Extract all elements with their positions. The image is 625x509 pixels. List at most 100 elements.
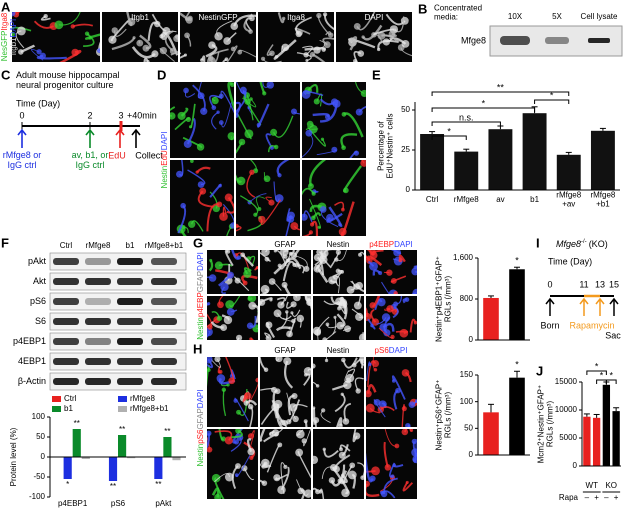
significance-bracket <box>431 107 536 112</box>
cell-body <box>330 463 338 472</box>
cell-body <box>236 112 239 118</box>
cell-body <box>142 44 150 52</box>
cell-body <box>313 98 320 105</box>
cell-body <box>218 369 223 374</box>
cell-body <box>207 324 213 330</box>
blot-row-label: S6 <box>35 316 46 326</box>
micrograph <box>236 82 300 158</box>
cell-body <box>333 275 338 280</box>
cell-body <box>236 223 239 229</box>
cell-body <box>304 489 311 498</box>
cell-body <box>323 41 331 49</box>
cell-body <box>249 455 254 460</box>
cell-body <box>195 170 199 174</box>
cell-body <box>214 261 223 270</box>
cell-body <box>306 298 311 307</box>
cell-body <box>321 408 326 413</box>
cell-body <box>285 310 289 314</box>
blot-row-label: pS6 <box>30 296 46 306</box>
stain: Nestin <box>196 317 205 340</box>
timeline-tick: 3 <box>118 110 123 120</box>
bar <box>522 113 547 190</box>
cell-body <box>247 448 255 456</box>
stain: Itga8 <box>0 12 9 30</box>
cell-body <box>111 27 118 34</box>
cell-body <box>256 122 261 127</box>
micrograph <box>207 429 258 499</box>
cell-body <box>260 56 266 61</box>
timeline-tick: +40min <box>127 110 157 120</box>
significance-bracket <box>605 379 617 384</box>
micrograph <box>12 12 100 62</box>
x-tick-label: pAkt <box>155 499 172 508</box>
bar <box>163 437 172 457</box>
stain: pS6 <box>375 346 390 355</box>
cell-body <box>18 49 24 55</box>
cell-body <box>290 252 298 259</box>
cell-body <box>263 175 271 183</box>
cell-body <box>386 269 393 276</box>
blot-band <box>53 298 79 305</box>
model: (KO) <box>589 239 608 249</box>
cell-body <box>274 388 281 395</box>
blot-band <box>151 318 177 325</box>
significance-label: * <box>447 126 451 136</box>
significance-label: * <box>482 98 486 108</box>
cell-body <box>260 438 263 442</box>
cell-body <box>12 31 15 38</box>
timeline-event: rMfge8 or IgG ctrl <box>3 150 42 170</box>
cell-body <box>313 326 322 336</box>
cell-body <box>275 357 283 363</box>
cell-body <box>180 202 186 209</box>
stain: DAPI <box>196 252 205 271</box>
cell-body <box>338 227 347 236</box>
cell-body <box>240 252 246 258</box>
cell-body <box>398 258 403 263</box>
cell-process <box>246 171 256 198</box>
cell-body <box>281 16 286 21</box>
y-tick-label: 10000 <box>555 405 578 414</box>
cell-process <box>313 381 319 387</box>
text-line: Mcm2⁺Nestin⁺GFAP⁺ <box>537 385 546 463</box>
cell-body <box>331 146 338 153</box>
y-tick-label: 0 <box>41 452 46 461</box>
x-tick-label: + <box>614 493 619 502</box>
micrograph <box>336 12 412 62</box>
cell-body <box>97 48 100 54</box>
x-axis-label: Rapa <box>559 493 579 502</box>
micrograph <box>207 250 258 294</box>
cell-body <box>227 132 234 141</box>
micrograph <box>366 250 417 294</box>
y-tick-label: 50 <box>464 423 473 432</box>
panel-label: D <box>157 67 166 82</box>
text-line: RGLs (/mm³) <box>546 401 555 448</box>
blot-band <box>151 298 177 305</box>
timeline-tick: 15 <box>609 279 619 289</box>
cell-body <box>290 222 299 231</box>
cell-body <box>184 32 190 39</box>
column-label: pS6DAPI <box>375 346 408 355</box>
cell-body <box>219 212 228 221</box>
cell-body <box>386 305 394 313</box>
cell-body <box>255 377 258 383</box>
significance-label: ** <box>110 482 116 491</box>
legend-label: rMfge8 <box>130 394 155 403</box>
cell-process <box>256 196 265 210</box>
cell-body <box>341 207 345 212</box>
cell-body <box>353 432 361 440</box>
cell-body <box>169 47 177 55</box>
cell-body <box>281 43 290 52</box>
text-line: RGLs (/mm³) <box>444 392 453 439</box>
cell-body <box>261 458 270 468</box>
cell-body <box>319 206 327 213</box>
cell-body <box>322 12 328 17</box>
cell-body <box>301 438 307 444</box>
cell-body <box>322 447 326 451</box>
cell-body <box>225 300 235 309</box>
cell-body <box>221 387 227 392</box>
stain: Itgb1 <box>9 37 18 55</box>
blot-row-label: β-Actin <box>18 376 46 386</box>
column-label: Itga8 <box>287 13 305 22</box>
cell-body <box>393 250 402 257</box>
